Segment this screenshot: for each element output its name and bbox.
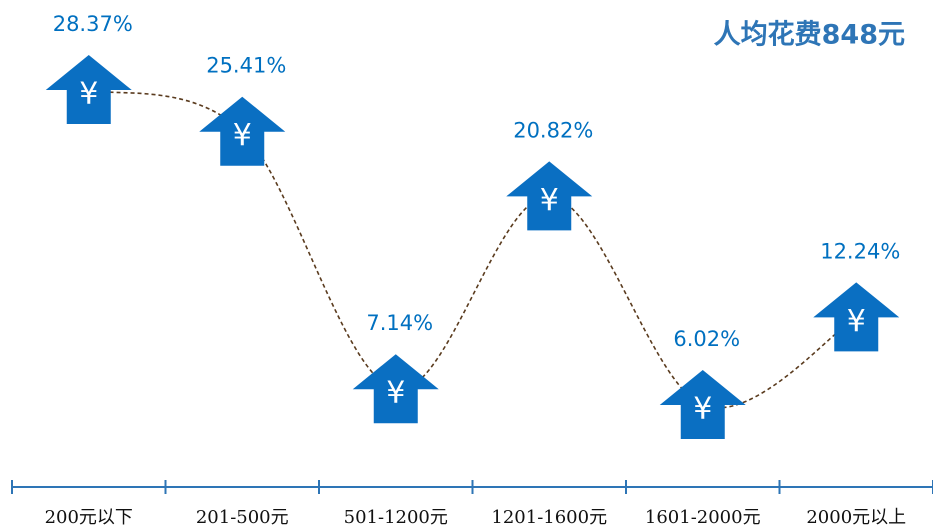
marker-symbol: ¥ bbox=[540, 183, 559, 218]
arrow-marker: ¥ bbox=[199, 96, 286, 166]
value-label: 25.41% bbox=[206, 54, 286, 78]
arrow-marker: ¥ bbox=[45, 55, 132, 124]
marker-symbol: ¥ bbox=[847, 304, 866, 339]
arrow-shape bbox=[506, 161, 593, 231]
x-tick-label: 501-1200元 bbox=[344, 507, 448, 528]
arrow-shape bbox=[45, 55, 132, 124]
x-tick-label: 2000元以上 bbox=[806, 507, 906, 528]
arrow-marker: ¥ bbox=[352, 354, 439, 424]
x-tick-label: 1601-2000元 bbox=[645, 507, 761, 528]
value-label: 6.02% bbox=[673, 327, 740, 351]
arrow-shape bbox=[352, 354, 439, 424]
chart-title: 人均花费848元 bbox=[714, 20, 905, 51]
arrow-marker: ¥ bbox=[659, 370, 746, 439]
arrow-marker: ¥ bbox=[813, 282, 900, 352]
value-label: 28.37% bbox=[53, 12, 133, 36]
marker-symbol: ¥ bbox=[79, 77, 98, 112]
x-tick-label: 201-500元 bbox=[196, 507, 289, 528]
x-tick-label: 1201-1600元 bbox=[491, 507, 607, 528]
marker-symbol: ¥ bbox=[693, 392, 712, 427]
x-tick-label: 200元以下 bbox=[45, 507, 133, 528]
value-label: 7.14% bbox=[366, 311, 433, 335]
value-label: 12.24% bbox=[820, 239, 900, 263]
arrow-shape bbox=[199, 96, 286, 166]
line bbox=[88, 89, 857, 409]
arrow-marker: ¥ bbox=[506, 161, 593, 231]
marker-symbol: ¥ bbox=[233, 118, 252, 153]
arrow-shape bbox=[659, 370, 746, 439]
marker-symbol: ¥ bbox=[386, 376, 405, 411]
arrow-shape bbox=[813, 282, 900, 352]
value-label: 20.82% bbox=[513, 118, 593, 142]
